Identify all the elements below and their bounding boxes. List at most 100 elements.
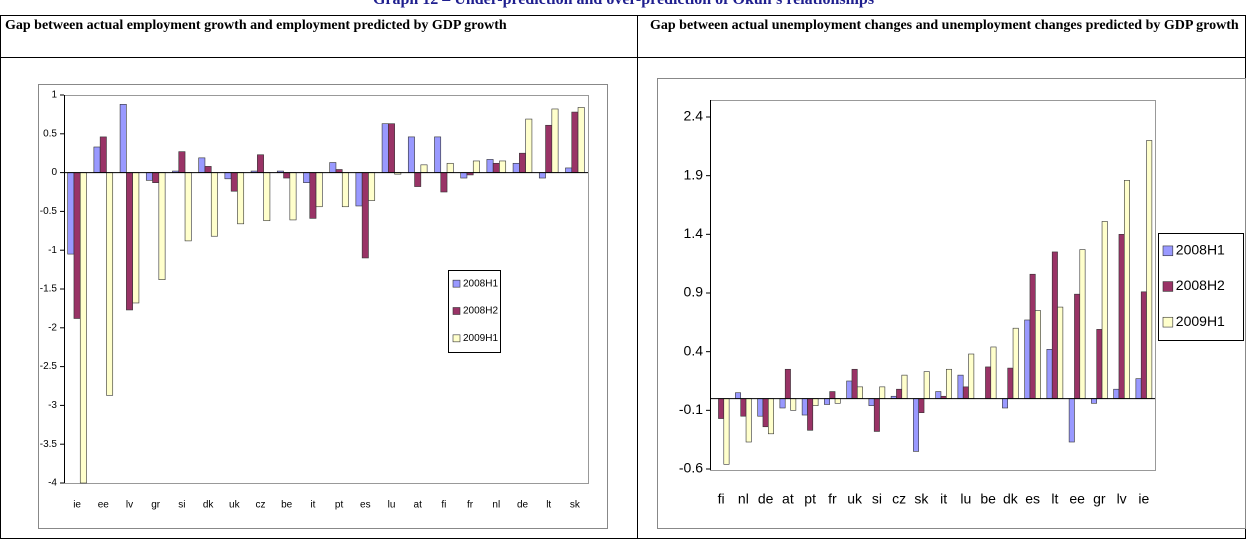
bar bbox=[512, 162, 520, 173]
bar bbox=[224, 172, 232, 180]
bar bbox=[745, 398, 752, 443]
x-tick-label: fi bbox=[718, 491, 725, 507]
bar bbox=[525, 118, 533, 173]
x-tick-label: lu bbox=[960, 491, 971, 507]
bar bbox=[913, 398, 920, 452]
x-tick-label: fr bbox=[467, 500, 474, 511]
x-tick-label: sk bbox=[914, 491, 929, 507]
plot-area bbox=[64, 95, 589, 484]
y-tick-label: 1.4 bbox=[684, 225, 704, 241]
x-tick-label: sk bbox=[570, 500, 581, 511]
bar bbox=[67, 172, 75, 255]
x-tick-label: be bbox=[980, 491, 996, 507]
bar bbox=[1057, 306, 1064, 399]
bar bbox=[1123, 180, 1130, 399]
x-tick-label: lt bbox=[1051, 491, 1058, 507]
bar bbox=[420, 164, 428, 173]
bar bbox=[762, 398, 769, 428]
legend-label: 2008H2 bbox=[1176, 277, 1225, 293]
bar bbox=[73, 172, 81, 319]
bar bbox=[565, 167, 573, 173]
bar bbox=[829, 391, 836, 399]
x-tick-label: lv bbox=[1117, 491, 1127, 507]
bar bbox=[856, 386, 863, 399]
bar bbox=[289, 172, 297, 221]
bar bbox=[472, 160, 480, 173]
x-tick-label: fr bbox=[828, 491, 837, 507]
bar bbox=[126, 172, 133, 311]
x-tick-label: uk bbox=[229, 500, 241, 511]
bar bbox=[807, 398, 814, 431]
bar bbox=[824, 398, 831, 405]
bar bbox=[945, 368, 952, 399]
cell-header: Gap between actual unemployment changes … bbox=[650, 18, 1239, 33]
x-tick-label: dk bbox=[1003, 491, 1019, 507]
x-tick-label: ee bbox=[98, 500, 110, 511]
bar bbox=[735, 392, 742, 399]
x-tick-label: cz bbox=[256, 500, 266, 511]
bar bbox=[460, 172, 468, 179]
x-tick-label: it bbox=[940, 491, 947, 507]
bar bbox=[257, 154, 264, 173]
x-tick-label: de bbox=[758, 491, 774, 507]
x-tick-label: be bbox=[281, 500, 293, 511]
legend-label: 2008H1 bbox=[463, 278, 498, 289]
x-tick-label: gr bbox=[151, 500, 161, 511]
y-tick-label: 2.4 bbox=[684, 108, 704, 124]
x-tick-label: nl bbox=[492, 500, 500, 511]
bar bbox=[1113, 388, 1120, 399]
y-tick-label: -3.5 bbox=[40, 439, 58, 450]
bar bbox=[1074, 293, 1081, 399]
bar bbox=[158, 172, 166, 280]
y-tick-label: 1 bbox=[51, 90, 57, 101]
bar bbox=[784, 368, 791, 399]
bar bbox=[230, 172, 238, 192]
bar bbox=[896, 388, 903, 399]
y-tick-label: -0.1 bbox=[679, 401, 703, 417]
bar bbox=[1091, 398, 1098, 404]
legend-swatch bbox=[452, 279, 461, 288]
bar bbox=[99, 136, 107, 173]
bar bbox=[834, 398, 841, 404]
legend-swatch bbox=[452, 307, 461, 315]
x-tick-label: de bbox=[517, 500, 529, 511]
bar bbox=[985, 366, 992, 399]
bar bbox=[868, 398, 875, 406]
bar bbox=[486, 159, 494, 173]
bar bbox=[1007, 367, 1014, 399]
bar bbox=[329, 162, 337, 173]
bar bbox=[577, 107, 585, 173]
bar bbox=[152, 172, 160, 183]
bar bbox=[283, 172, 291, 179]
bar bbox=[968, 353, 975, 399]
bar bbox=[1034, 310, 1041, 399]
x-tick-label: at bbox=[414, 500, 423, 511]
bar bbox=[962, 386, 969, 399]
x-tick-label: at bbox=[782, 491, 794, 507]
legend-swatch bbox=[1162, 281, 1174, 292]
y-tick-label: 0.5 bbox=[43, 128, 57, 139]
x-tick-label: gr bbox=[1093, 491, 1106, 507]
y-tick-label: 0.9 bbox=[684, 284, 704, 300]
bar bbox=[1024, 319, 1031, 399]
bar bbox=[851, 368, 858, 399]
bar bbox=[446, 162, 454, 173]
x-tick-label: es bbox=[1025, 491, 1040, 507]
bar bbox=[407, 136, 415, 173]
bar bbox=[263, 172, 271, 222]
bar bbox=[571, 111, 579, 173]
bar bbox=[315, 172, 323, 208]
y-tick-label: -2.5 bbox=[40, 361, 58, 372]
page-title: Graph 12 – Under-prediction and over-pre… bbox=[0, 0, 1247, 9]
bar bbox=[106, 172, 114, 396]
bar bbox=[767, 398, 774, 435]
cell-header: Gap between actual employment growth and… bbox=[5, 18, 507, 33]
bar bbox=[957, 374, 964, 399]
x-tick-label: ee bbox=[1069, 491, 1085, 507]
bar bbox=[923, 371, 930, 399]
bar bbox=[1096, 329, 1103, 399]
legend-label: 2008H1 bbox=[1176, 242, 1225, 258]
x-tick-label: fi bbox=[441, 500, 446, 511]
bar bbox=[499, 160, 507, 173]
